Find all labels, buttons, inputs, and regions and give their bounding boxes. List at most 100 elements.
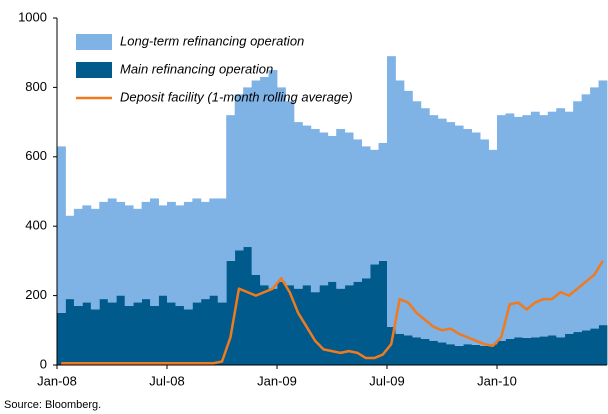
bar — [581, 94, 591, 331]
line-series — [61, 260, 604, 365]
bar — [412, 337, 422, 365]
x-tick-label: Jul-08 — [149, 373, 184, 388]
y-tick-label: 0 — [40, 356, 47, 371]
bar — [522, 337, 532, 365]
bar — [319, 285, 329, 365]
bar — [141, 201, 151, 300]
bar — [429, 115, 439, 341]
bar — [344, 285, 354, 365]
bar — [99, 299, 109, 365]
bar — [547, 335, 557, 365]
bar — [217, 302, 227, 365]
bar — [590, 87, 599, 329]
bar — [302, 125, 312, 286]
bar — [530, 111, 540, 338]
bar — [251, 274, 261, 365]
bar — [99, 201, 109, 300]
bar — [598, 325, 608, 365]
bar — [446, 122, 456, 345]
y-tick-label: 1000 — [18, 9, 47, 24]
bar — [90, 208, 100, 310]
bar — [590, 328, 599, 365]
bar — [361, 278, 371, 365]
legend-label: Deposit facility (1-month rolling averag… — [120, 89, 353, 104]
y-tick-label: 600 — [25, 148, 47, 163]
bar — [446, 344, 456, 365]
bar — [73, 208, 83, 307]
bar — [412, 101, 422, 338]
bar — [497, 115, 506, 341]
bar — [387, 56, 396, 327]
bar — [480, 139, 489, 346]
bar — [454, 345, 464, 365]
bar — [277, 87, 286, 282]
legend-label: Main refinancing operation — [120, 61, 273, 76]
bar — [73, 306, 83, 365]
bar — [65, 215, 75, 300]
bar — [200, 201, 210, 300]
bar — [488, 149, 498, 345]
bar — [513, 116, 523, 338]
bar — [158, 205, 168, 296]
bar — [260, 76, 269, 286]
bar — [175, 205, 185, 307]
bar — [437, 342, 447, 365]
bar — [285, 285, 295, 365]
bar — [57, 146, 66, 313]
bar — [327, 281, 337, 365]
bar — [90, 309, 100, 365]
bar — [57, 312, 66, 365]
bar — [226, 260, 236, 365]
bar — [497, 340, 506, 365]
bar — [277, 281, 286, 365]
bar — [420, 108, 430, 339]
bar — [226, 115, 236, 261]
bar — [167, 302, 176, 365]
source-note: Source: Bloomberg. — [4, 399, 101, 411]
bar — [293, 122, 303, 289]
bar — [480, 345, 489, 365]
bar — [217, 198, 227, 303]
legend-swatch — [76, 34, 112, 50]
bar — [192, 198, 202, 303]
bar — [403, 335, 413, 365]
bar — [116, 201, 126, 296]
bar — [200, 299, 210, 365]
bar — [124, 306, 134, 365]
bar — [505, 113, 515, 339]
bar — [539, 115, 549, 337]
bar — [353, 281, 363, 365]
bar — [251, 80, 261, 275]
y-tick-label: 200 — [25, 287, 47, 302]
bar — [378, 142, 388, 261]
bar — [336, 129, 346, 289]
bar — [420, 338, 430, 365]
bar — [429, 340, 439, 365]
bar — [505, 338, 515, 365]
bar — [378, 260, 388, 365]
bar — [598, 80, 608, 326]
legend-label: Long-term refinancing operation — [120, 33, 304, 48]
bar — [539, 336, 549, 365]
bar — [285, 101, 295, 286]
bar — [65, 299, 75, 365]
bar — [522, 115, 532, 338]
bar — [268, 288, 278, 365]
x-tick-label: Jan-10 — [477, 373, 517, 388]
bar — [124, 205, 134, 307]
bar — [530, 337, 540, 365]
bar — [564, 111, 574, 334]
bar — [403, 90, 413, 336]
bar — [319, 132, 329, 286]
bar — [581, 330, 591, 365]
bar — [573, 332, 583, 365]
bar — [82, 302, 92, 365]
bar — [293, 288, 303, 365]
bar — [158, 295, 168, 365]
bar — [183, 309, 193, 365]
bar — [310, 129, 320, 293]
bar — [513, 337, 523, 365]
bar — [107, 198, 117, 303]
